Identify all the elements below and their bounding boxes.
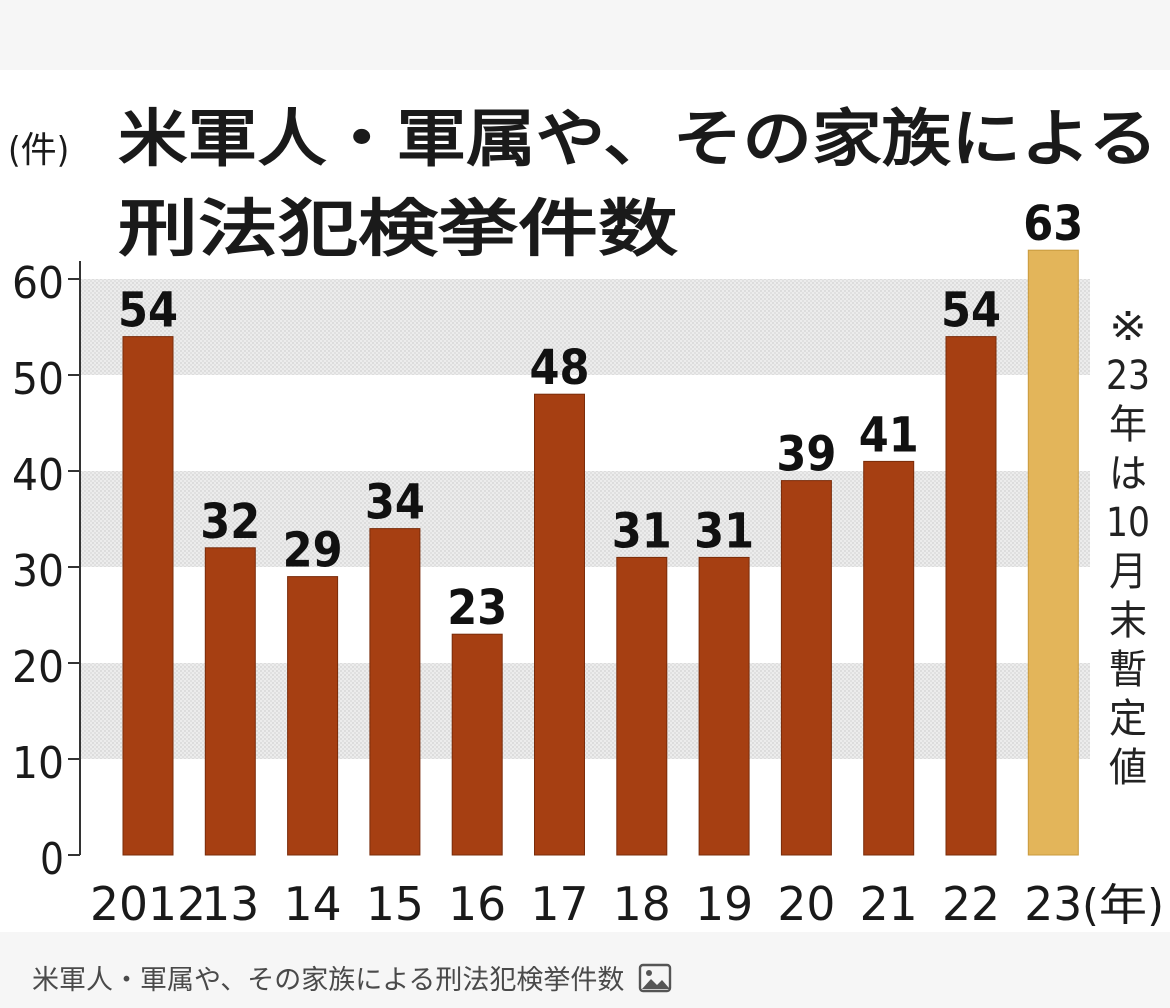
x-tick-label: 20	[777, 877, 835, 931]
x-tick-label: 18	[613, 877, 671, 931]
bar	[1027, 249, 1079, 856]
x-tick-label: 16	[448, 877, 506, 931]
y-tick-label: 0	[40, 834, 64, 885]
bar-value-label: 31	[612, 503, 672, 559]
bar-value-label: 34	[365, 475, 425, 531]
bar	[122, 336, 174, 856]
footnote-char: 10	[1106, 500, 1150, 546]
footnote-char: 末	[1109, 598, 1147, 644]
bar	[451, 633, 503, 856]
x-tick-label: 23	[1024, 877, 1082, 931]
chart-figure: 54 32 29 34 23 48 31 31 39 41 54 63 0 10 20 30 40 50 60 (件…	[0, 70, 1170, 932]
bar-value-label: 32	[200, 494, 260, 550]
bar	[204, 547, 256, 856]
image-icon[interactable]	[638, 963, 672, 993]
x-tick-label: 17	[531, 877, 589, 931]
x-tick-label: 15	[366, 877, 424, 931]
x-tick-label: 19	[695, 877, 753, 931]
bar	[780, 480, 832, 856]
bar-chart: 54 32 29 34 23 48 31 31 39 41 54 63 0 10 20 30 40 50 60 (件…	[8, 102, 1164, 931]
bar-value-label: 54	[118, 283, 178, 339]
bar-value-label: 41	[859, 407, 919, 463]
footnote-char: 定	[1109, 696, 1147, 742]
y-tick-label: 30	[12, 546, 64, 597]
footnote-char: 月	[1109, 549, 1147, 595]
footnote-char: 23	[1106, 353, 1150, 399]
caption-text: 米軍人・軍属や、その家族による刑法犯検挙件数	[32, 965, 625, 996]
bar-value-label: 63	[1023, 196, 1083, 252]
footnote-char: 値	[1109, 745, 1147, 791]
x-tick-label: 14	[284, 877, 342, 931]
chart-title-line-1: 米軍人・軍属や、その家族による	[118, 102, 1158, 175]
x-tick-label: 13	[201, 877, 259, 931]
x-tick-label: 22	[942, 877, 1000, 931]
footnote-char: は	[1109, 451, 1147, 497]
image-caption: 米軍人・軍属や、その家族による刑法犯検挙件数	[32, 958, 672, 997]
bar	[616, 556, 668, 856]
bar	[369, 528, 421, 856]
bar-value-label: 31	[694, 503, 754, 559]
x-tick-label: 2012	[90, 877, 206, 931]
bar-value-label: 23	[447, 580, 507, 636]
bar-value-label: 39	[776, 427, 836, 483]
grid-band	[80, 279, 1090, 375]
bar	[698, 556, 750, 856]
bar	[863, 460, 915, 856]
y-tick-label: 10	[12, 738, 64, 789]
bar	[287, 576, 339, 856]
footnote-char: 暫	[1109, 647, 1147, 693]
y-tick-label: 50	[12, 354, 64, 405]
bar-value-label: 48	[530, 340, 590, 396]
y-tick-label: 20	[12, 642, 64, 693]
footnote-char: 年	[1109, 402, 1147, 448]
bar	[534, 393, 585, 856]
bar-value-label: 29	[283, 523, 343, 579]
footnote-char: ※	[1109, 304, 1147, 350]
y-axis-label: (件)	[8, 130, 69, 171]
y-tick-label: 40	[12, 450, 64, 501]
bar-value-label: 54	[941, 283, 1001, 339]
x-axis-unit: (年)	[1082, 880, 1164, 931]
y-tick-label: 60	[12, 258, 64, 309]
bar	[945, 336, 997, 856]
chart-title-line-2: 刑法犯検挙件数	[118, 192, 678, 265]
x-tick-label: 21	[860, 877, 918, 931]
